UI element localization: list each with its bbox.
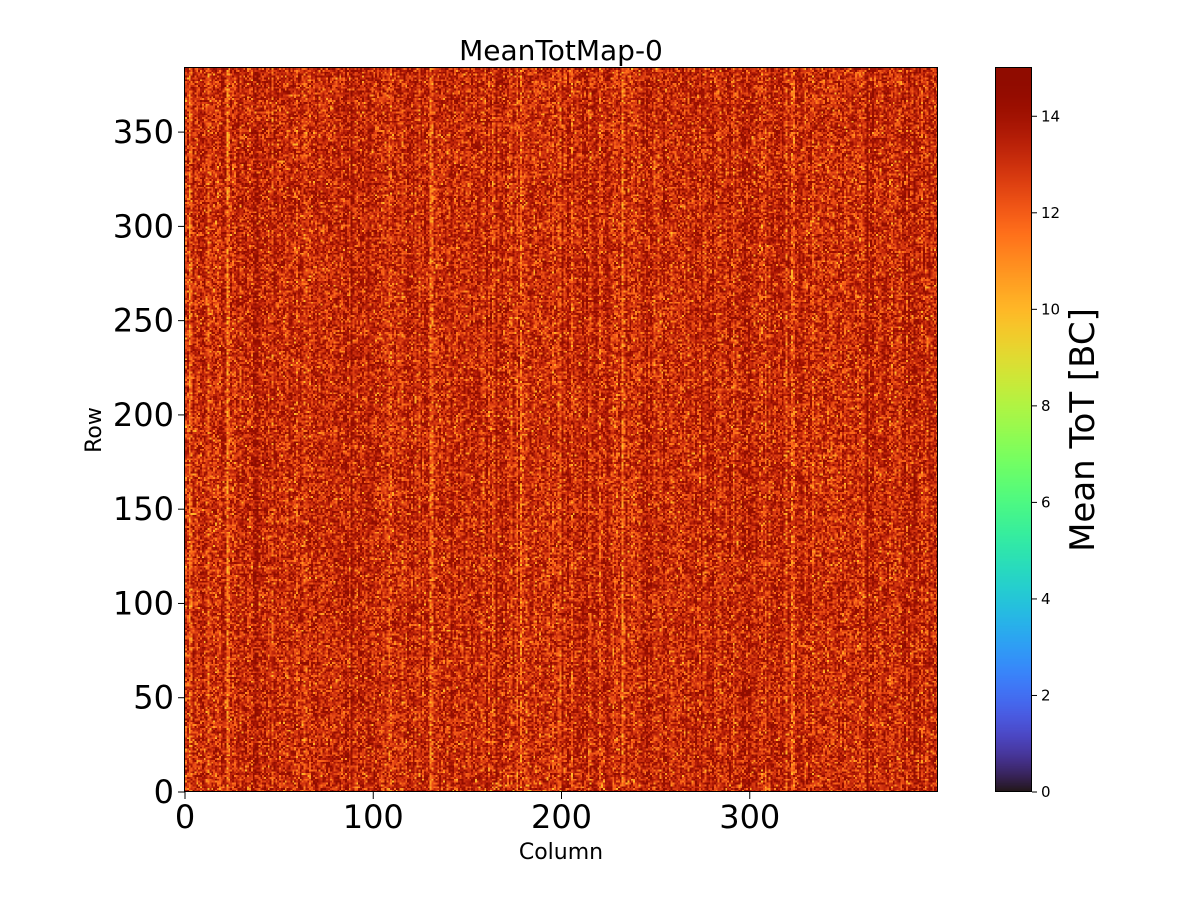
- y-axis-label: Row: [82, 407, 107, 453]
- colorbar-tick-label: 10: [1041, 300, 1060, 318]
- x-tick-label: 0: [175, 798, 195, 836]
- colorbar-tick-label: 14: [1041, 107, 1060, 125]
- heatmap-image: [185, 68, 938, 792]
- x-axis-label: Column: [519, 840, 603, 865]
- plot-frame: [184, 67, 938, 792]
- x-axis: 0 100 200 300: [175, 792, 780, 836]
- colorbar-label: Mean ToT [BC]: [1063, 308, 1103, 552]
- y-tick-label: 150: [113, 490, 174, 528]
- colorbar-tick-label: 6: [1041, 493, 1051, 511]
- colorbar-tick-label: 2: [1041, 686, 1051, 704]
- y-tick-label: 50: [133, 679, 174, 717]
- chart-title: MeanTotMap-0: [459, 34, 663, 67]
- x-tick-label: 300: [719, 798, 780, 836]
- y-tick-label: 300: [113, 207, 174, 245]
- colorbar-frame: [995, 67, 1032, 792]
- y-axis: 0 50 100 150 200 250 300 350: [113, 113, 185, 811]
- y-tick-label: 250: [113, 302, 174, 340]
- colorbar-tick-label: 8: [1041, 397, 1051, 415]
- y-tick-label: 100: [113, 584, 174, 622]
- y-tick-label: 0: [154, 773, 174, 811]
- colorbar-tick-label: 0: [1041, 783, 1051, 801]
- y-tick-label: 350: [113, 113, 174, 151]
- x-tick-label: 200: [531, 798, 592, 836]
- colorbar-tick-label: 4: [1041, 590, 1051, 608]
- y-tick-label: 200: [113, 396, 174, 434]
- x-tick-label: 100: [343, 798, 404, 836]
- colorbar-gradient: [996, 68, 1032, 792]
- colorbar-tick-label: 12: [1041, 204, 1060, 222]
- colorbar-axis: 0 2 4 6 8 10 12 14: [1032, 107, 1060, 801]
